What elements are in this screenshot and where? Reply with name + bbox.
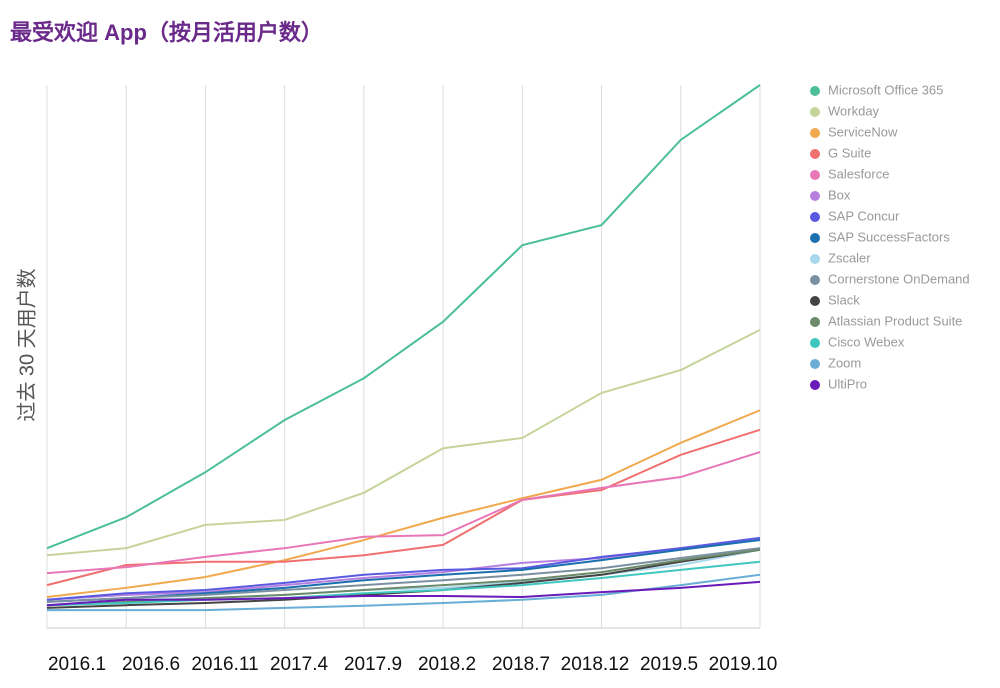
legend-label: SAP SuccessFactors — [828, 229, 950, 244]
legend-label: Zoom — [828, 355, 861, 370]
x-tick-label: 2016.6 — [122, 654, 180, 675]
legend-marker — [810, 338, 820, 348]
legend-marker — [810, 86, 820, 96]
series-line — [46, 560, 761, 607]
legend-label: Salesforce — [828, 166, 889, 181]
legend-marker — [810, 254, 820, 264]
series-line — [46, 536, 761, 601]
legend-marker — [810, 149, 820, 159]
series-line — [46, 547, 761, 603]
legend-marker — [810, 317, 820, 327]
y-axis-label: 过去 30 天用户数 — [15, 268, 38, 421]
legend-marker — [810, 128, 820, 138]
legend-marker — [810, 275, 820, 285]
legend-marker — [810, 191, 820, 201]
x-tick-label: 2016.1 — [48, 654, 106, 675]
legend-marker — [810, 212, 820, 222]
x-tick-label: 2019.5 — [640, 654, 698, 675]
legend-label: ServiceNow — [828, 124, 898, 139]
x-tick-label: 2018.7 — [492, 654, 550, 675]
x-tick-label: 2016.11 — [191, 654, 258, 675]
x-tick-label: 2017.4 — [270, 654, 329, 675]
x-tick-label: 2018.2 — [418, 654, 476, 675]
legend-marker — [810, 233, 820, 243]
x-tick-label: 2017.9 — [344, 654, 402, 675]
legend-marker — [810, 107, 820, 117]
legend-label: Atlassian Product Suite — [828, 313, 962, 328]
legend-label: Cornerstone OnDemand — [828, 271, 970, 286]
legend-label: Zscaler — [828, 250, 871, 265]
legend-label: Cisco Webex — [828, 334, 905, 349]
series-line — [46, 329, 761, 557]
legend-label: Box — [828, 187, 851, 202]
legend-marker — [810, 380, 820, 390]
legend-label: Workday — [828, 103, 880, 118]
legend-marker — [810, 296, 820, 306]
x-tick-label: 2018.12 — [561, 654, 630, 675]
series-line — [46, 409, 761, 599]
legend-label: SAP Concur — [828, 208, 900, 223]
legend-label: G Suite — [828, 145, 871, 160]
series-line — [46, 580, 761, 607]
series-line — [46, 428, 761, 587]
legend-label: UltiPro — [828, 376, 867, 391]
chart-title: 最受欢迎 App（按月活用户数） — [10, 20, 323, 45]
series-line — [46, 84, 761, 550]
legend-label: Slack — [828, 292, 860, 307]
series-line — [46, 451, 761, 575]
legend-marker — [810, 359, 820, 369]
legend-label: Microsoft Office 365 — [828, 82, 943, 97]
legend-marker — [810, 170, 820, 180]
x-tick-label: 2019.10 — [709, 654, 778, 675]
